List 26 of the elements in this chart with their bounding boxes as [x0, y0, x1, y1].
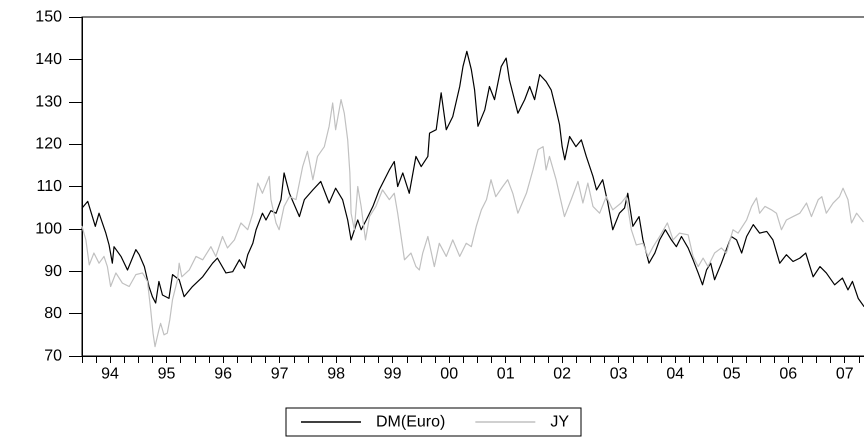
- x-tick-label: 06: [779, 366, 798, 382]
- x-tick-label: 94: [101, 366, 120, 382]
- legend-label: DM(Euro): [376, 414, 446, 430]
- x-tick-label: 95: [158, 366, 176, 382]
- y-tick-label: 90: [44, 262, 62, 280]
- y-tick-label: 110: [36, 178, 62, 195]
- x-tick-label: 03: [610, 366, 628, 382]
- x-tick-label: 07: [836, 366, 854, 382]
- x-tick-label: 02: [553, 366, 572, 382]
- x-tick-label: 96: [214, 366, 232, 382]
- x-tick-label: 98: [327, 366, 346, 382]
- x-tick-label: 00: [440, 366, 458, 382]
- y-tick-label: 130: [35, 93, 62, 110]
- x-tick-label: 01: [496, 366, 515, 382]
- y-tick-label: 140: [35, 50, 62, 68]
- y-tick-label: 70: [44, 348, 62, 364]
- y-tick-label: 150: [35, 8, 62, 26]
- x-tick-label: 05: [722, 366, 741, 382]
- legend-label: JY: [550, 414, 570, 430]
- y-tick-label: 120: [35, 136, 62, 153]
- x-tick-label: 99: [384, 366, 402, 382]
- y-tick-label: 80: [44, 305, 62, 322]
- line-series: [81, 99, 864, 348]
- y-tick-label: 100: [35, 220, 62, 238]
- x-tick-label: 04: [666, 366, 684, 382]
- x-tick-label: 97: [270, 366, 289, 382]
